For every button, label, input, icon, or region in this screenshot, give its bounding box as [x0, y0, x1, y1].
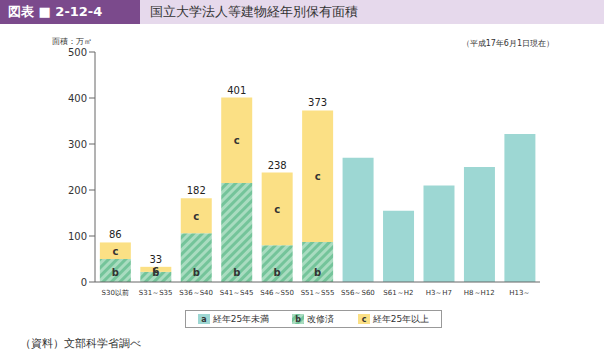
html-text:面積：万㎡: 面積：万㎡ [52, 37, 92, 46]
svg-text:182: 182 [187, 185, 206, 196]
html-text:経年25年未満: 経年25年未満 [212, 313, 270, 324]
svg-text:500: 500 [68, 47, 87, 58]
svg-text:b: b [296, 315, 302, 324]
svg-text:300: 300 [68, 139, 87, 150]
html-text:（平成17年6月1日現在）: （平成17年6月1日現在） [461, 39, 554, 48]
svg-text:S31～S35: S31～S35 [139, 289, 173, 297]
svg-text:b: b [233, 267, 240, 278]
svg-text:b: b [314, 267, 321, 278]
svg-text:c: c [361, 315, 366, 324]
svg-text:S36～S40: S36～S40 [179, 289, 213, 297]
svg-text:b: b [193, 267, 200, 278]
svg-text:0: 0 [81, 277, 87, 288]
svg-text:a: a [201, 315, 206, 324]
svg-text:33: 33 [149, 254, 162, 265]
html-text:改修済: 改修済 [307, 313, 335, 324]
svg-text:c: c [274, 204, 280, 215]
svg-text:S41～S45: S41～S45 [220, 289, 254, 297]
svg-text:c: c [315, 171, 321, 182]
svg-text:86: 86 [109, 229, 122, 240]
svg-text:c: c [193, 211, 199, 222]
svg-text:100: 100 [68, 231, 87, 242]
svg-text:S30以前: S30以前 [102, 289, 129, 297]
html-text:図表 ■ 2-12-4: 図表 ■ 2-12-4 [8, 4, 103, 19]
svg-text:401: 401 [227, 85, 246, 96]
html-text:国立大学法人等建物経年別保有面積: 国立大学法人等建物経年別保有面積 [150, 4, 358, 19]
svg-text:b: b [274, 267, 281, 278]
html-text:（資料）文部科学省調べ: （資料）文部科学省調べ [20, 337, 141, 350]
svg-text:238: 238 [268, 160, 287, 171]
svg-text:400: 400 [68, 93, 87, 104]
svg-text:373: 373 [308, 97, 327, 108]
svg-text:c: c [153, 264, 159, 275]
svg-text:H8～H12: H8～H12 [464, 289, 495, 297]
svg-text:H13～: H13～ [509, 289, 530, 297]
svg-text:S61～H2: S61～H2 [383, 289, 413, 297]
html-text:経年25年以上: 経年25年以上 [372, 313, 430, 324]
svg-text:b: b [112, 267, 119, 278]
svg-text:S56～S60: S56～S60 [341, 289, 375, 297]
svg-text:S46～S50: S46～S50 [260, 289, 294, 297]
svg-text:200: 200 [68, 185, 87, 196]
svg-text:H3～H7: H3～H7 [426, 289, 452, 297]
svg-text:c: c [234, 135, 240, 146]
svg-text:c: c [112, 246, 118, 257]
svg-text:S51～S55: S51～S55 [301, 289, 335, 297]
